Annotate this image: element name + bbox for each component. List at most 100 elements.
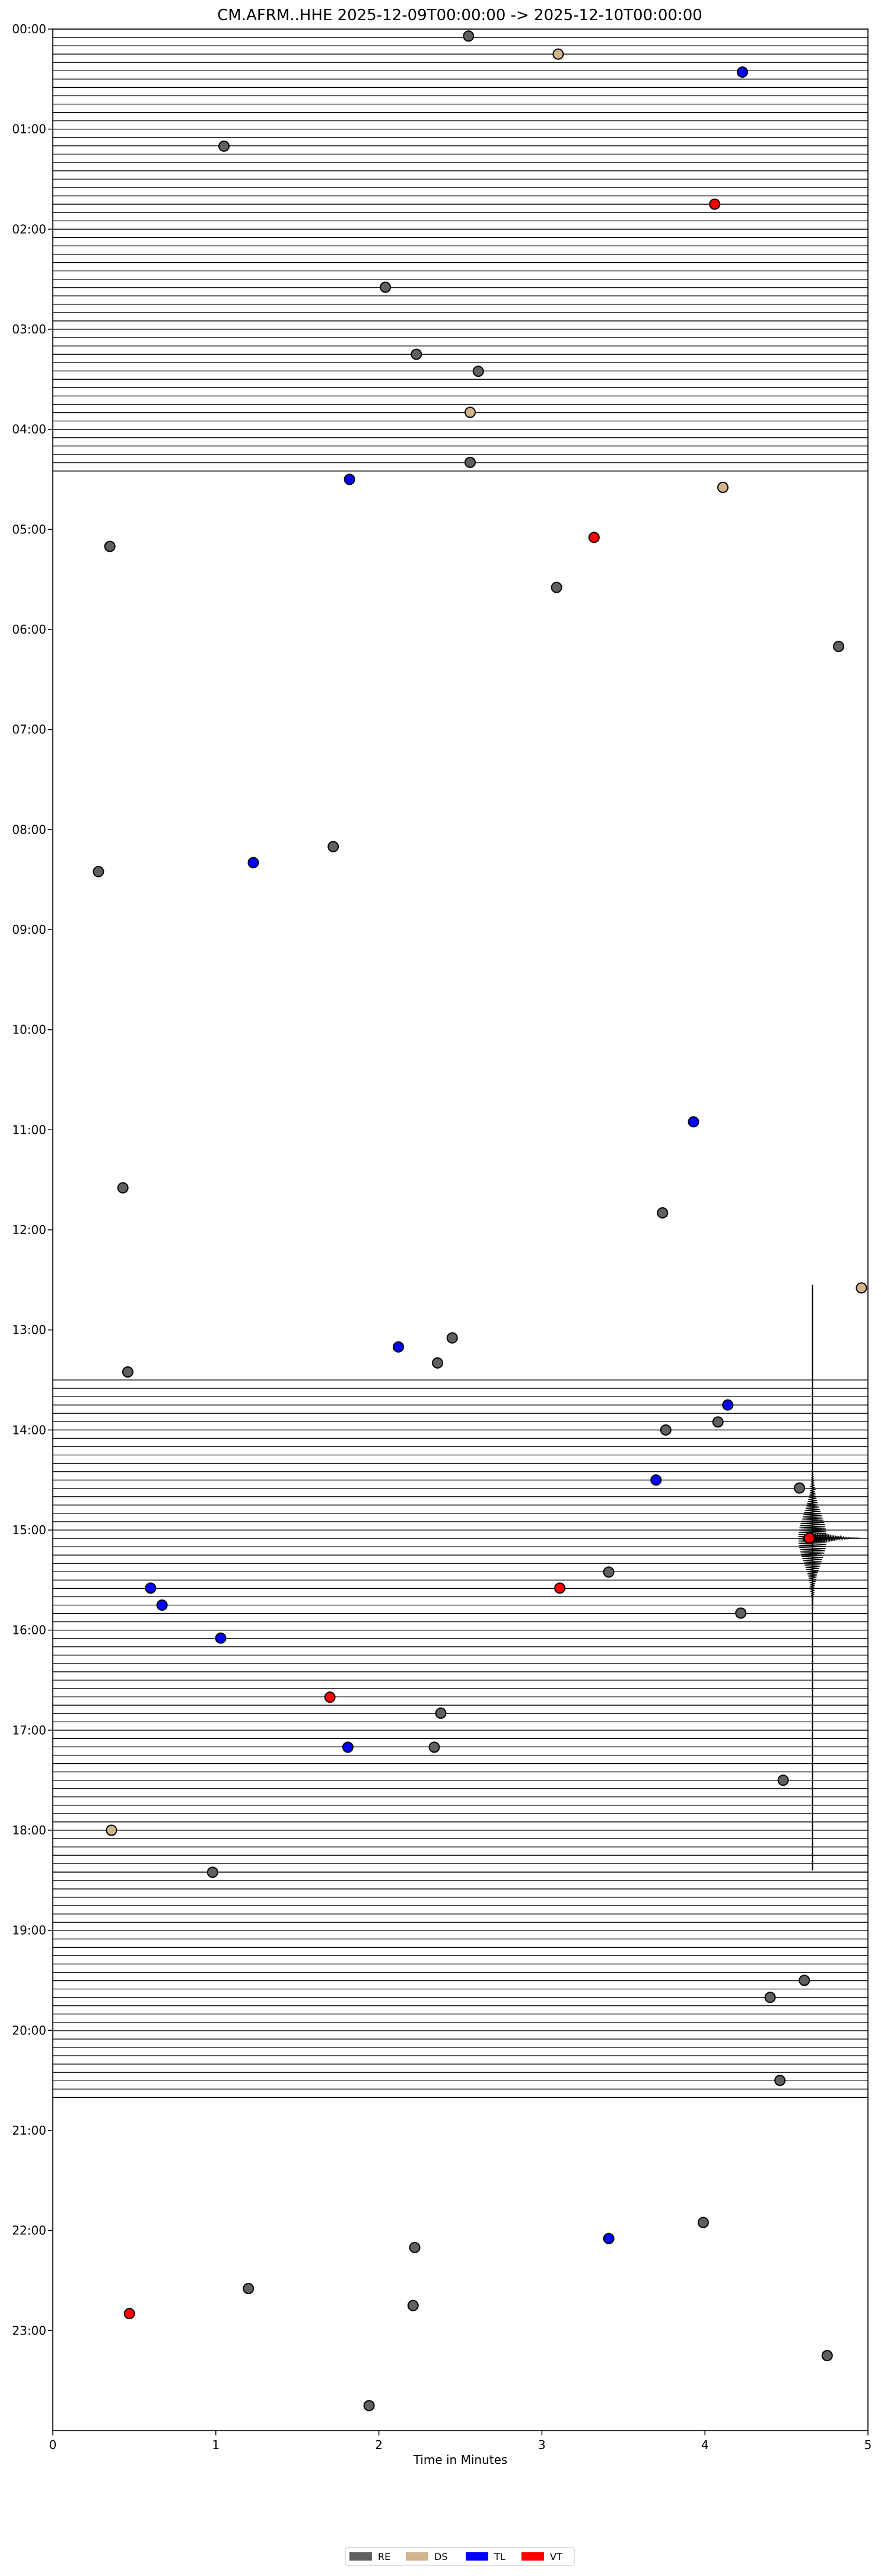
event-marker-tl (342, 1741, 354, 1753)
event-marker-tl (650, 1474, 662, 1486)
y-tick-label: 01:00 (12, 122, 46, 136)
legend-swatch-ds (406, 2552, 428, 2561)
event-marker-re (407, 2300, 419, 2311)
y-tick-label: 20:00 (12, 2023, 46, 2037)
y-tick-label: 14:00 (12, 1423, 46, 1437)
event-marker-re (794, 1482, 806, 1494)
event-marker-ds (552, 48, 564, 60)
event-marker-re (712, 1416, 724, 1428)
legend-label-ds: DS (434, 2551, 447, 2562)
event-marker-re (472, 365, 484, 377)
event-marker-vt (803, 1532, 815, 1544)
event-marker-re (821, 2350, 833, 2361)
event-marker-tl (736, 66, 748, 78)
y-tick-label: 15:00 (12, 1523, 46, 1537)
legend-label-vt: VT (550, 2551, 562, 2562)
event-marker-vt (588, 532, 600, 543)
x-tick-label: 2 (375, 2438, 383, 2452)
x-tick-label: 4 (701, 2438, 709, 2452)
legend: RE DS TL VT (345, 2547, 575, 2566)
event-marker-re (463, 30, 475, 42)
event-marker-vt (324, 1691, 336, 1703)
legend-swatch-re (349, 2552, 372, 2561)
event-marker-vt (554, 1582, 566, 1594)
event-marker-re (764, 1992, 776, 2003)
event-marker-re (243, 2282, 255, 2294)
y-tick-label: 00:00 (12, 22, 46, 36)
event-marker-re (218, 140, 230, 152)
event-marker-re (833, 641, 845, 653)
event-marker-re (432, 1357, 444, 1369)
event-marker-re (551, 581, 562, 593)
burst-waveform (798, 1459, 827, 1636)
y-tick-label: 10:00 (12, 1023, 46, 1037)
event-marker-re (464, 456, 476, 468)
y-tick-label: 21:00 (12, 2123, 46, 2138)
event-marker-re (409, 2241, 421, 2253)
x-tick-label: 5 (864, 2438, 872, 2452)
event-marker-re (117, 1182, 129, 1194)
event-marker-re (327, 841, 339, 853)
legend-label-tl: TL (494, 2551, 505, 2562)
y-tick-label: 05:00 (12, 522, 46, 536)
y-axis: 00:00 01:00 02:00 03:00 04:00 05:00 06:00 07:00… (12, 22, 53, 2338)
event-marker-tl (393, 1341, 405, 1353)
event-marker-re (411, 348, 422, 360)
event-marker-re (777, 1774, 789, 1786)
event-marker-re (104, 540, 116, 552)
y-tick-label: 16:00 (12, 1623, 46, 1637)
event-marker-tl (603, 2232, 615, 2244)
plot-frame (52, 28, 869, 2431)
event-marker-re (435, 1707, 447, 1719)
y-tick-label: 11:00 (12, 1122, 46, 1137)
event-marker-tl (722, 1399, 734, 1411)
event-marker-re (428, 1741, 440, 1753)
event-marker-tl (215, 1632, 227, 1644)
legend-swatch-vt (521, 2552, 544, 2561)
legend-label-re: RE (378, 2551, 390, 2562)
y-tick-label: 06:00 (12, 622, 46, 637)
event-marker-ds (717, 481, 729, 493)
seismic-traces (53, 28, 868, 2098)
x-axis: 0 1 2 3 4 5 (49, 2431, 872, 2452)
y-tick-label: 02:00 (12, 222, 46, 236)
event-marker-re (363, 2400, 375, 2412)
y-tick-label: 03:00 (12, 322, 46, 336)
x-tick-label: 1 (212, 2438, 220, 2452)
y-tick-label: 09:00 (12, 923, 46, 937)
event-marker-re (380, 281, 392, 293)
y-tick-label: 19:00 (12, 1923, 46, 1938)
event-marker-ds (464, 406, 476, 418)
event-marker-re (122, 1366, 133, 1378)
event-marker-re (774, 2075, 786, 2087)
event-marker-ds (106, 1824, 117, 1836)
x-tick-label: 3 (538, 2438, 546, 2452)
legend-box (345, 2547, 575, 2566)
y-tick-label: 17:00 (12, 1723, 46, 1737)
y-tick-label: 08:00 (12, 822, 46, 837)
event-marker-re (799, 1974, 810, 1986)
x-axis-label: Time in Minutes (413, 2453, 508, 2467)
legend-swatch-tl (466, 2552, 488, 2561)
y-tick-label: 22:00 (12, 2224, 46, 2238)
event-marker-re (206, 1866, 218, 1878)
event-marker-re (660, 1424, 672, 1436)
event-marker-re (697, 2216, 709, 2228)
y-tick-label: 12:00 (12, 1223, 46, 1237)
y-tick-label: 04:00 (12, 422, 46, 437)
y-tick-label: 18:00 (12, 1823, 46, 1837)
event-markers (93, 30, 867, 2412)
event-marker-tl (156, 1599, 168, 1611)
y-tick-label: 23:00 (12, 2323, 46, 2338)
event-marker-re (603, 1566, 615, 1578)
seismic-burst (798, 1284, 860, 1871)
event-marker-tl (247, 857, 259, 869)
x-tick-label: 0 (49, 2438, 57, 2452)
event-marker-vt (709, 198, 721, 210)
y-tick-label: 13:00 (12, 1323, 46, 1337)
event-marker-re (93, 866, 104, 877)
event-marker-re (657, 1207, 669, 1219)
event-marker-tl (688, 1116, 699, 1128)
event-marker-tl (145, 1582, 157, 1594)
